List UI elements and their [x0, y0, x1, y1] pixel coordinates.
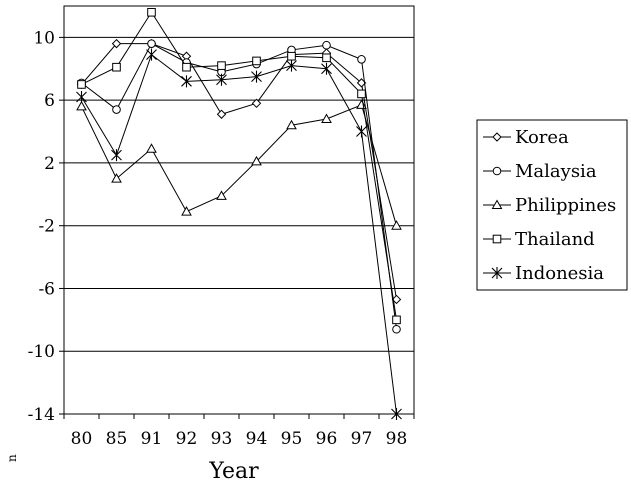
- legend-label: Thailand: [515, 229, 595, 250]
- data-point: [391, 408, 402, 420]
- data-point: [321, 62, 332, 75]
- data-point: [182, 62, 191, 72]
- series-malaysia: [77, 39, 401, 334]
- stray-mark: n: [5, 454, 19, 462]
- series-line: [81, 42, 397, 330]
- data-point: [356, 125, 367, 138]
- data-point: [391, 294, 402, 305]
- data-point: [76, 100, 87, 111]
- series-line: [81, 104, 397, 226]
- data-point: [252, 56, 261, 66]
- legend-marker: [492, 132, 502, 142]
- legend-item: Malaysia: [483, 161, 597, 182]
- data-point: [181, 206, 192, 216]
- x-tick-label: 95: [281, 429, 303, 449]
- data-point: [147, 7, 156, 17]
- series-thailand: [77, 7, 401, 325]
- legend-marker: [491, 199, 503, 209]
- data-point: [111, 38, 122, 49]
- data-point: [147, 39, 156, 48]
- series-philippines: [76, 99, 402, 230]
- data-point: [146, 143, 157, 153]
- data-point: [287, 51, 296, 61]
- data-point: [111, 173, 122, 183]
- data-point: [76, 91, 87, 104]
- legend-label: Korea: [515, 127, 569, 148]
- x-tick-label: 80: [71, 429, 93, 449]
- legend: Korea Malaysia Philippines Thailand Indonesi…: [476, 119, 628, 291]
- series-lines: [76, 7, 402, 420]
- series-line: [81, 11, 397, 320]
- x-tick-label: 98: [386, 429, 408, 449]
- legend-items: Korea Malaysia Philippines Thailand Indonesi…: [483, 127, 616, 284]
- data-point: [322, 53, 331, 63]
- data-point: [357, 89, 366, 99]
- data-point: [251, 98, 262, 108]
- data-point: [392, 315, 401, 325]
- data-point: [286, 59, 297, 72]
- data-point: [216, 73, 227, 86]
- data-point: [322, 40, 331, 50]
- y-tick-label: 6: [44, 91, 55, 111]
- data-point: [146, 48, 157, 61]
- data-point: [251, 155, 262, 166]
- data-point: [392, 324, 401, 334]
- legend-label: Indonesia: [515, 263, 604, 284]
- x-tick-label: 94: [246, 429, 268, 449]
- series-korea: [76, 38, 402, 305]
- data-point: [286, 119, 297, 130]
- x-tick-label: 93: [211, 429, 233, 449]
- data-point: [181, 75, 192, 88]
- x-tick-label: 91: [141, 429, 163, 449]
- data-point: [216, 109, 227, 119]
- data-point: [357, 55, 366, 64]
- legend-marker: [492, 234, 502, 244]
- y-tick-label: -14: [28, 405, 55, 425]
- y-tick-label: 10: [33, 28, 55, 48]
- legend-item: Philippines: [483, 195, 616, 216]
- x-tick-label: 97: [351, 429, 373, 449]
- x-tick-label: 85: [106, 429, 128, 449]
- legend-item: Korea: [483, 127, 569, 148]
- legend-item: Thailand: [483, 229, 595, 250]
- x-tick-label: 92: [176, 429, 198, 449]
- data-point: [111, 149, 122, 162]
- data-point: [251, 70, 262, 83]
- data-point: [391, 220, 402, 230]
- y-tick-label: 2: [44, 154, 55, 174]
- data-point: [112, 105, 121, 114]
- x-tick-label: 96: [316, 429, 338, 449]
- series-indonesia: [76, 48, 402, 420]
- legend-label: Malaysia: [515, 161, 597, 182]
- legend-label: Philippines: [515, 195, 616, 216]
- series-line: [81, 53, 397, 415]
- data-point: [216, 190, 227, 200]
- y-axis-ticks: 10 6 2 -2 -6 -10 -14: [28, 28, 64, 425]
- x-axis-ticks: 80 85 91 92 93 94 95 96 97 98: [63, 414, 415, 449]
- legend-marker: [491, 267, 503, 279]
- legend-item: Indonesia: [483, 263, 604, 284]
- y-tick-label: -2: [38, 217, 55, 237]
- data-point: [112, 62, 121, 72]
- legend-marker: [492, 166, 502, 176]
- data-point: [77, 80, 86, 89]
- x-axis-title: Year: [208, 459, 259, 484]
- series-line: [81, 43, 397, 300]
- y-tick-label: -10: [28, 342, 55, 362]
- data-point: [217, 61, 226, 70]
- y-tick-label: -6: [38, 279, 55, 299]
- data-point: [321, 113, 332, 123]
